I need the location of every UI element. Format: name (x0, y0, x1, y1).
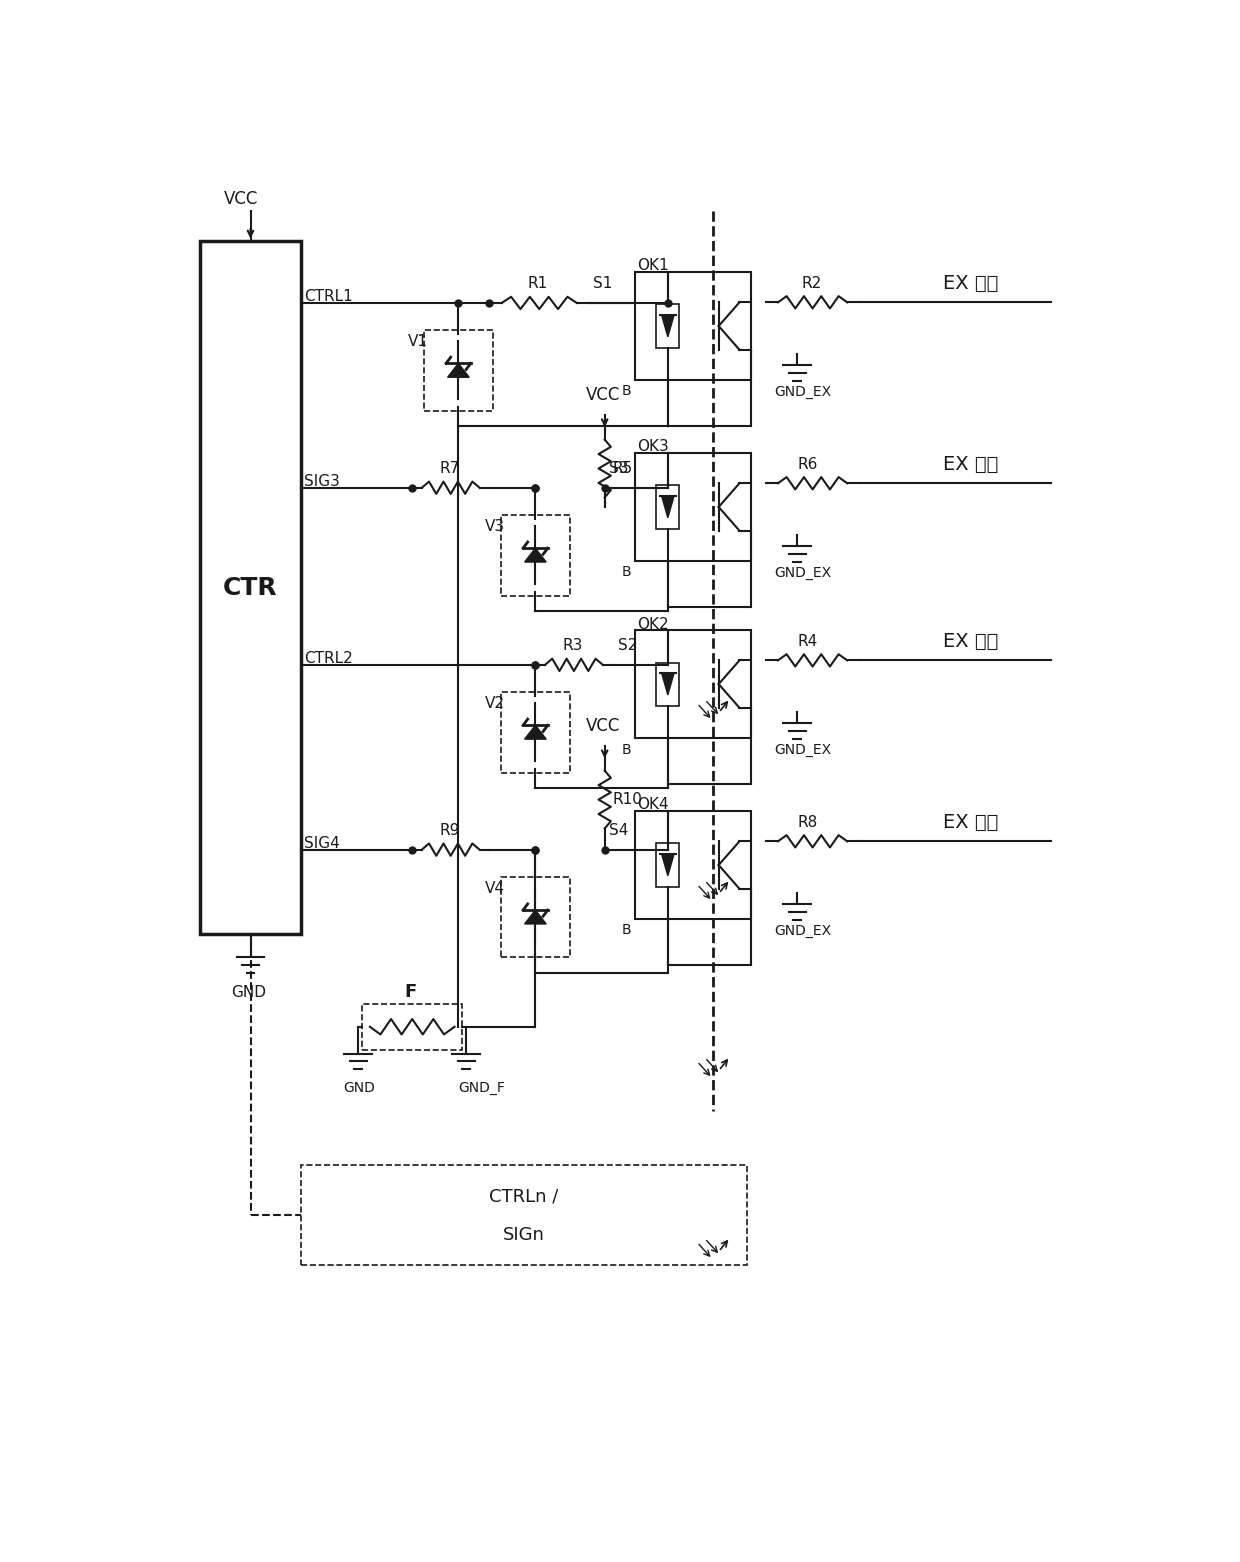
Text: R10: R10 (613, 792, 642, 808)
Text: R4: R4 (797, 634, 817, 648)
Bar (501, 692, 570, 773)
Text: CTRL2: CTRL2 (304, 651, 353, 665)
Text: EX 区域: EX 区域 (944, 455, 999, 473)
Text: OK4: OK4 (637, 798, 668, 812)
Text: GND_F: GND_F (459, 1081, 505, 1095)
Text: B: B (622, 742, 631, 756)
Text: V1: V1 (408, 334, 428, 348)
Text: V4: V4 (485, 881, 506, 895)
Bar (635, 629, 751, 737)
Bar (635, 811, 751, 918)
Text: GND: GND (343, 1081, 374, 1095)
Text: GND: GND (231, 984, 267, 1000)
Polygon shape (662, 316, 675, 337)
Text: V2: V2 (485, 695, 506, 711)
Text: GND_EX: GND_EX (774, 565, 831, 580)
Text: B: B (622, 384, 631, 398)
Text: R7: R7 (439, 461, 459, 476)
Text: OK1: OK1 (637, 258, 668, 273)
Text: R2: R2 (801, 275, 821, 291)
Text: VCC: VCC (585, 717, 620, 736)
Polygon shape (662, 673, 675, 695)
Text: GND_EX: GND_EX (774, 386, 831, 400)
Bar (635, 272, 751, 380)
Polygon shape (662, 497, 675, 517)
Text: SIG4: SIG4 (304, 836, 340, 851)
Text: S1: S1 (593, 276, 613, 291)
Text: S2: S2 (618, 639, 637, 653)
Text: S4: S4 (609, 823, 627, 837)
Text: S3: S3 (609, 461, 627, 476)
Text: R1: R1 (528, 276, 548, 291)
Text: R3: R3 (563, 639, 583, 653)
Bar (656, 305, 680, 348)
Text: EX 区域: EX 区域 (944, 631, 999, 651)
Text: R9: R9 (439, 823, 460, 837)
Text: VCC: VCC (223, 191, 258, 208)
Text: R5: R5 (613, 461, 632, 476)
Text: B: B (622, 565, 631, 580)
Bar (656, 486, 680, 528)
Text: B: B (622, 923, 631, 937)
Text: OK2: OK2 (637, 617, 668, 631)
Text: EX 区域: EX 区域 (944, 273, 999, 292)
Polygon shape (525, 548, 546, 562)
Text: EX 区域: EX 区域 (944, 812, 999, 831)
Text: OK3: OK3 (637, 439, 668, 455)
Text: F: F (404, 982, 417, 1001)
Text: SIG3: SIG3 (304, 475, 340, 489)
Text: GND_EX: GND_EX (774, 925, 831, 939)
Bar (201, 242, 300, 934)
Text: GND_EX: GND_EX (774, 744, 831, 758)
Bar (656, 843, 680, 887)
Text: CTRL1: CTRL1 (304, 289, 353, 305)
Polygon shape (525, 911, 546, 925)
Polygon shape (662, 854, 675, 876)
Bar (501, 876, 570, 958)
Text: VCC: VCC (585, 386, 620, 405)
Text: R8: R8 (797, 814, 817, 829)
Bar (362, 1004, 463, 1050)
Text: SIGn: SIGn (503, 1226, 544, 1243)
Text: R6: R6 (797, 456, 817, 472)
Polygon shape (448, 364, 469, 378)
Text: CTR: CTR (223, 576, 278, 600)
Bar (424, 330, 494, 411)
Bar (656, 662, 680, 706)
Bar (501, 515, 570, 595)
Text: V3: V3 (485, 519, 506, 534)
Bar (635, 453, 751, 561)
Polygon shape (525, 725, 546, 739)
Bar (300, 1165, 748, 1265)
Text: CTRLn /: CTRLn / (489, 1187, 558, 1206)
